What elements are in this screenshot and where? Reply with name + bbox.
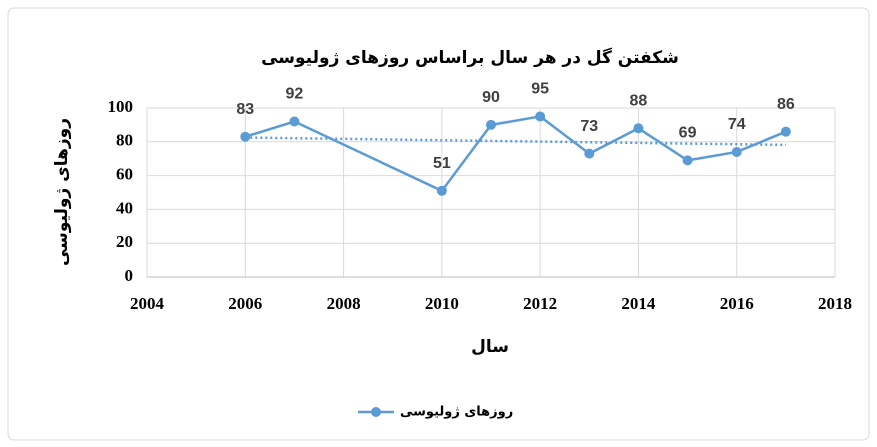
data-point — [436, 185, 447, 196]
data-label: 69 — [679, 125, 697, 142]
y-tick-label: 100 — [108, 97, 134, 116]
x-tick-label: 2008 — [327, 294, 361, 313]
x-tick-label: 2004 — [130, 294, 165, 313]
data-point — [731, 146, 742, 157]
x-tick-label: 2016 — [720, 294, 754, 313]
y-axis-title: روزهای ژولیوسی — [52, 118, 72, 266]
x-tick-label: 2012 — [523, 294, 557, 313]
data-point — [682, 155, 693, 166]
y-tick-label: 80 — [116, 131, 133, 150]
x-tick-label: 2006 — [228, 294, 262, 313]
x-axis-title: سال — [471, 337, 509, 357]
data-label: 88 — [630, 92, 648, 109]
y-tick-label: 20 — [116, 232, 133, 251]
data-label: 90 — [482, 89, 500, 106]
y-tick-label: 0 — [125, 266, 134, 285]
data-point — [535, 111, 546, 122]
x-tick-label: 2010 — [425, 294, 459, 313]
data-point — [240, 131, 251, 142]
data-point — [486, 119, 496, 130]
data-point — [289, 116, 300, 127]
data-label: 86 — [777, 96, 795, 113]
y-tick-label: 60 — [116, 165, 133, 184]
data-point — [584, 148, 595, 159]
x-tick-label: 2014 — [621, 294, 656, 313]
legend-marker — [371, 407, 381, 417]
data-label: 83 — [236, 101, 254, 118]
chart-title: شکفتن گل در هر سال براساس روزهای ژولیوسی — [261, 47, 679, 68]
y-tick-label: 40 — [116, 198, 133, 217]
data-point — [780, 126, 791, 137]
data-label: 74 — [728, 116, 746, 133]
series-line — [244, 115, 787, 193]
data-label: 73 — [580, 118, 598, 135]
chart-frame — [7, 7, 870, 441]
data-label: 95 — [531, 81, 549, 98]
data-label: 51 — [433, 155, 451, 172]
data-label: 92 — [286, 86, 304, 103]
trendline — [245, 136, 786, 147]
data-point — [633, 123, 644, 134]
x-tick-label: 2018 — [818, 294, 852, 313]
legend-label: روزهای ژولیوسی — [400, 405, 513, 420]
